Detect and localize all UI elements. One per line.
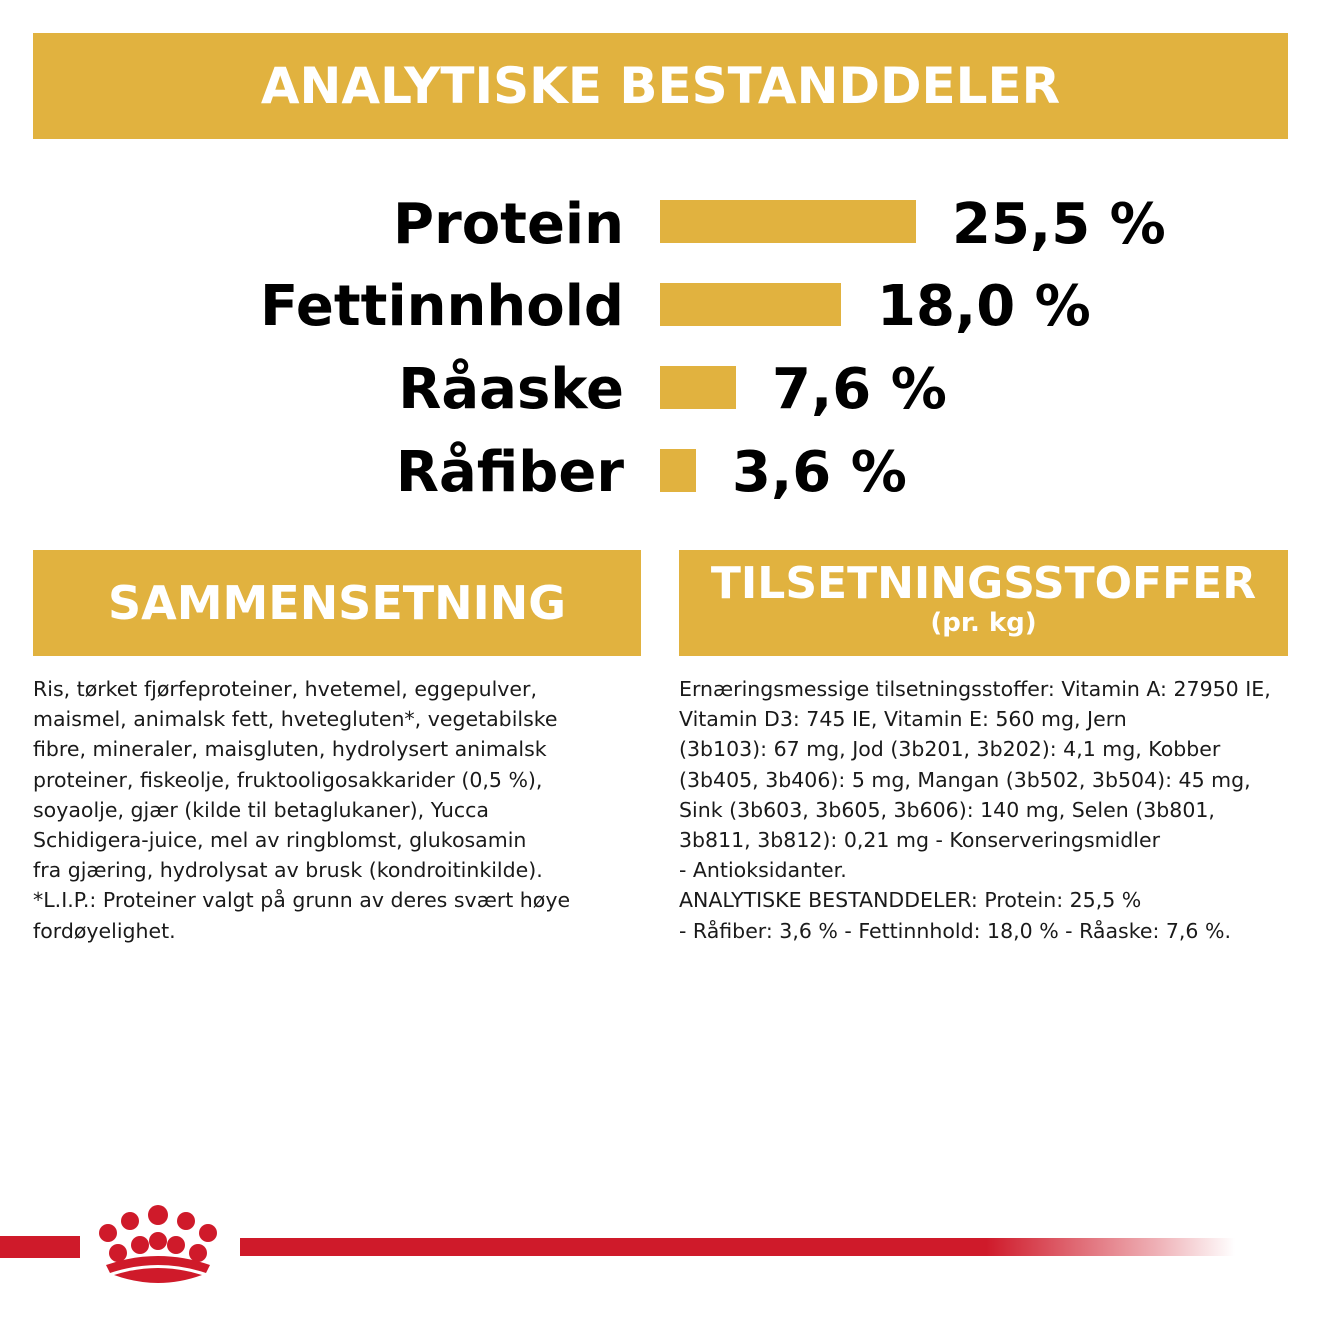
composition-line: soyaolje, gjær (kilde til betaglukaner),… bbox=[33, 797, 489, 822]
nutrient-value-ash: 7,6 % bbox=[772, 357, 947, 422]
nutrient-label-fiber: Råfiber bbox=[395, 440, 624, 505]
composition-line: fibre, mineraler, maisgluten, hydrolyser… bbox=[33, 737, 547, 762]
additives-line: 3b811, 3b812): 0,21 mg - Konserveringsmi… bbox=[679, 828, 1161, 853]
nutrient-bar-protein bbox=[660, 200, 916, 243]
brand-line-left bbox=[0, 1236, 80, 1258]
additives-line: ANALYTISKE BESTANDDELER: Protein: 25,5 % bbox=[679, 888, 1142, 913]
royal-canin-crown-icon bbox=[99, 1205, 217, 1283]
composition-line: *L.I.P.: Proteiner valgt på grunn av der… bbox=[33, 888, 571, 913]
analytics-header-banner: ANALYTISKE BESTANDDELER bbox=[33, 33, 1288, 139]
additives-line: - Råfiber: 3,6 % - Fettinnhold: 18,0 % -… bbox=[679, 918, 1231, 943]
additives-line: Sink (3b603, 3b605, 3b606): 140 mg, Sele… bbox=[679, 797, 1215, 822]
additives-line: - Antioksidanter. bbox=[679, 858, 847, 883]
brand-line-right bbox=[240, 1238, 1235, 1256]
nutrient-label-fat: Fettinnhold bbox=[259, 274, 624, 339]
nutrient-label-ash: Råaske bbox=[398, 357, 624, 422]
nutrient-value-fat: 18,0 % bbox=[877, 274, 1091, 339]
composition-line: proteiner, fiskeolje, fruktooligosakkari… bbox=[33, 767, 543, 792]
composition-line: Ris, tørket fjørfeproteiner, hvetemel, e… bbox=[33, 677, 537, 701]
nutrient-bar-ash bbox=[660, 366, 736, 409]
nutrient-bar-fat bbox=[660, 283, 841, 326]
nutrient-value-protein: 25,5 % bbox=[952, 192, 1166, 257]
composition-header-banner: SAMMENSETNING bbox=[33, 550, 641, 656]
analytics-title: ANALYTISKE BESTANDDELER bbox=[260, 57, 1061, 115]
nutrient-bar-fiber bbox=[660, 449, 696, 492]
additives-line: Vitamin D3: 745 IE, Vitamin E: 560 mg, J… bbox=[679, 707, 1127, 732]
composition-line: fra gjæring, hydrolysat av brusk (kondro… bbox=[33, 858, 543, 883]
composition-text: Ris, tørket fjørfeproteiner, hvetemel, e… bbox=[33, 674, 633, 946]
composition-line: fordøyelighet. bbox=[33, 918, 176, 943]
additives-text: Ernæringsmessige tilsetningsstoffer: Vit… bbox=[679, 674, 1299, 946]
additives-line: (3b103): 67 mg, Jod (3b201, 3b202): 4,1 … bbox=[679, 737, 1221, 762]
nutrient-value-fiber: 3,6 % bbox=[732, 440, 907, 505]
composition-title: SAMMENSETNING bbox=[107, 576, 566, 630]
additives-line: Ernæringsmessige tilsetningsstoffer: Vit… bbox=[679, 677, 1271, 701]
additives-title: TILSETNINGSSTOFFER bbox=[710, 558, 1257, 609]
additives-header-banner: TILSETNINGSSTOFFER (pr. kg) bbox=[679, 550, 1288, 656]
composition-line: Schidigera-juice, mel av ringblomst, glu… bbox=[33, 828, 527, 853]
composition-line: maismel, animalsk fett, hvetegluten*, ve… bbox=[33, 707, 558, 732]
additives-subtitle: (pr. kg) bbox=[930, 608, 1037, 638]
nutrient-label-protein: Protein bbox=[393, 192, 624, 257]
additives-line: (3b405, 3b406): 5 mg, Mangan (3b502, 3b5… bbox=[679, 767, 1251, 792]
